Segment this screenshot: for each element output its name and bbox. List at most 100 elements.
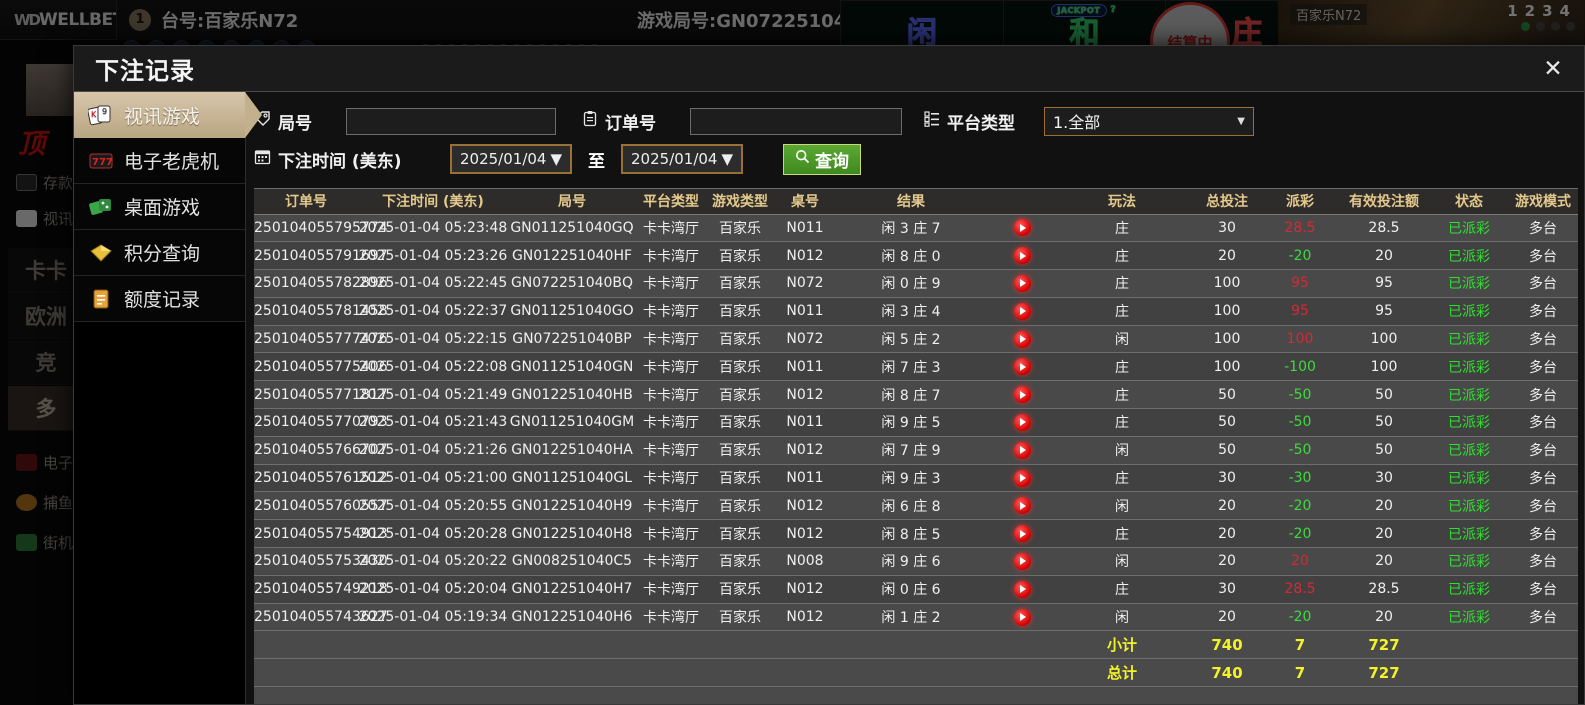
col-payout[interactable]: 派彩 [1268,189,1332,215]
table-cell: N012 [774,491,836,521]
table-row[interactable]: 250104055770793 2025-01-04 05:21:43 GN0112… [254,408,1578,437]
replay-cell[interactable] [986,214,1058,243]
col-gametype[interactable]: 游戏类型 [706,189,774,215]
sidebar-item-points-query[interactable]: 积分查询 [74,230,245,276]
table-header: 订单号 下注时间 (美东) 局号 平台类型 游戏类型 桌号 结果 玩法 总投注 … [254,189,1578,215]
replay-cell[interactable] [986,575,1058,604]
replay-cell[interactable] [986,352,1058,382]
table-row[interactable]: 250104055743627 2025-01-04 05:19:34 GN0122… [254,603,1578,632]
replay-cell[interactable] [986,603,1058,632]
play-video-icon[interactable] [1013,358,1031,376]
records-table-container[interactable]: 订单号 下注时间 (美东) 局号 平台类型 游戏类型 桌号 结果 玩法 总投注 … [254,188,1578,704]
col-status[interactable]: 状态 [1436,189,1502,215]
replay-cell[interactable] [986,491,1058,521]
replay-cell[interactable] [986,408,1058,437]
round-input[interactable] [346,107,556,135]
filter-row-1: 局号 订单号 平台类型 [254,102,1584,140]
gamemode-cell: 多台 [1502,575,1578,604]
table-row[interactable]: 250104055777476 2025-01-04 05:22:15 GN0722… [254,325,1578,354]
sidebar-item-credit-records[interactable]: 额度记录 [74,276,245,322]
table-cell: N012 [774,575,836,604]
play-video-icon[interactable] [1013,552,1031,570]
search-button[interactable]: 查询 [783,143,862,175]
date-range-separator: 至 [588,151,606,172]
table-row[interactable]: 250104055781458 2025-01-04 05:22:37 GN0112… [254,297,1578,326]
sidebar-item-slots[interactable]: 777 电子老虎机 [74,138,245,184]
col-bettime[interactable]: 下注时间 (美东) [358,189,508,215]
play-video-icon[interactable] [1013,302,1031,320]
totalbet-cell: 30 [1186,464,1268,493]
records-pane: 局号 订单号 平台类型 [246,92,1584,704]
col-validbet[interactable]: 有效投注额 [1332,189,1436,215]
round-cell: GN012251040HF [508,241,636,271]
replay-cell[interactable] [986,464,1058,493]
bettime-field-label-text: 下注时间 (美东) [278,151,402,172]
col-result[interactable]: 结果 [836,189,986,215]
col-order[interactable]: 订单号 [254,189,358,215]
play-video-icon[interactable] [1013,497,1031,515]
table-row[interactable]: 250104055795774 2025-01-04 05:23:48 GN0112… [254,214,1578,243]
table-row[interactable]: 250104055766707 2025-01-04 05:21:26 GN0122… [254,436,1578,465]
play-video-icon[interactable] [1013,330,1031,348]
play-video-icon[interactable] [1013,469,1031,487]
round-cell: GN072251040BQ [508,269,636,298]
summary-payout-cell: 7 [1268,658,1332,688]
sidebar-item-table-games[interactable]: 桌面游戏 [74,184,245,230]
play-video-icon[interactable] [1013,525,1031,543]
play-video-icon[interactable] [1013,441,1031,459]
play-video-icon[interactable] [1013,608,1031,626]
play-video-icon[interactable] [1013,580,1031,598]
col-table[interactable]: 桌号 [774,189,836,215]
bettime-cell: 2025-01-04 05:20:22 [358,547,508,576]
play-cell: 闲 [1058,436,1186,465]
replay-cell[interactable] [986,297,1058,326]
platform-cell: 卡卡湾厅 [636,269,706,298]
play-video-icon[interactable] [1013,413,1031,431]
order-cell: 250104055770793 [254,408,388,437]
gamemode-cell: 多台 [1502,603,1578,632]
replay-cell[interactable] [986,269,1058,298]
col-gamemode[interactable]: 游戏模式 [1502,189,1578,215]
close-icon[interactable]: ✕ [1543,56,1563,82]
table-row[interactable]: 250104055753430 2025-01-04 05:20:22 GN0082… [254,547,1578,576]
play-video-icon[interactable] [1013,274,1031,292]
status-cell: 已派彩 [1436,214,1502,243]
play-cell: 庄 [1058,519,1186,549]
col-platform[interactable]: 平台类型 [636,189,706,215]
table-row[interactable]: 250104055760557 2025-01-04 05:20:55 GN0122… [254,491,1578,521]
totalbet-cell: 50 [1186,436,1268,465]
platform-select[interactable]: 1.全部 ▼ [1044,106,1254,136]
table-row[interactable]: 250104055761512 2025-01-04 05:21:00 GN0112… [254,464,1578,493]
col-totalbet[interactable]: 总投注 [1186,189,1268,215]
totalbet-cell: 20 [1186,603,1268,632]
table-row[interactable]: 250104055791697 2025-01-04 05:23:26 GN0122… [254,241,1578,271]
status-cell: 已派彩 [1436,269,1502,298]
replay-cell[interactable] [986,325,1058,354]
chevron-down-icon: ▼ [550,150,563,168]
play-video-icon[interactable] [1013,247,1031,265]
replay-cell[interactable] [986,380,1058,410]
search-button-label: 查询 [815,151,850,172]
replay-cell[interactable] [986,436,1058,465]
table-row[interactable]: 250104055782896 2025-01-04 05:22:45 GN0722… [254,269,1578,298]
play-video-icon[interactable] [1013,386,1031,404]
play-video-icon[interactable] [1013,219,1031,237]
table-row[interactable]: 250104055754913 2025-01-04 05:20:28 GN0122… [254,519,1578,549]
col-round[interactable]: 局号 [508,189,636,215]
replay-cell[interactable] [986,519,1058,549]
filter-row-2: 下注时间 (美东) 2025/01/04 ▼ 至 2025/01/04 ▼ [254,140,1584,178]
table-row[interactable]: 250104055749218 2025-01-04 05:20:04 GN0122… [254,575,1578,604]
order-input[interactable] [690,107,902,135]
validbet-cell: 20 [1332,241,1436,271]
sidebar-item-live-games[interactable]: K 9 视讯游戏 [74,92,262,138]
cards-icon: K 9 [87,104,114,126]
table-row[interactable]: 250104055771817 2025-01-04 05:21:49 GN0122… [254,380,1578,410]
col-play[interactable]: 玩法 [1058,189,1186,215]
date-to-picker[interactable]: 2025/01/04 ▼ [621,144,744,174]
table-cell: N011 [774,214,836,243]
replay-cell[interactable] [986,241,1058,271]
date-from-picker[interactable]: 2025/01/04 ▼ [450,144,573,174]
table-row[interactable]: 250104055775406 2025-01-04 05:22:08 GN0112… [254,352,1578,382]
replay-cell[interactable] [986,547,1058,576]
bet-records-dialog: 下注记录 ✕ K 9 视讯游戏 [73,45,1585,705]
